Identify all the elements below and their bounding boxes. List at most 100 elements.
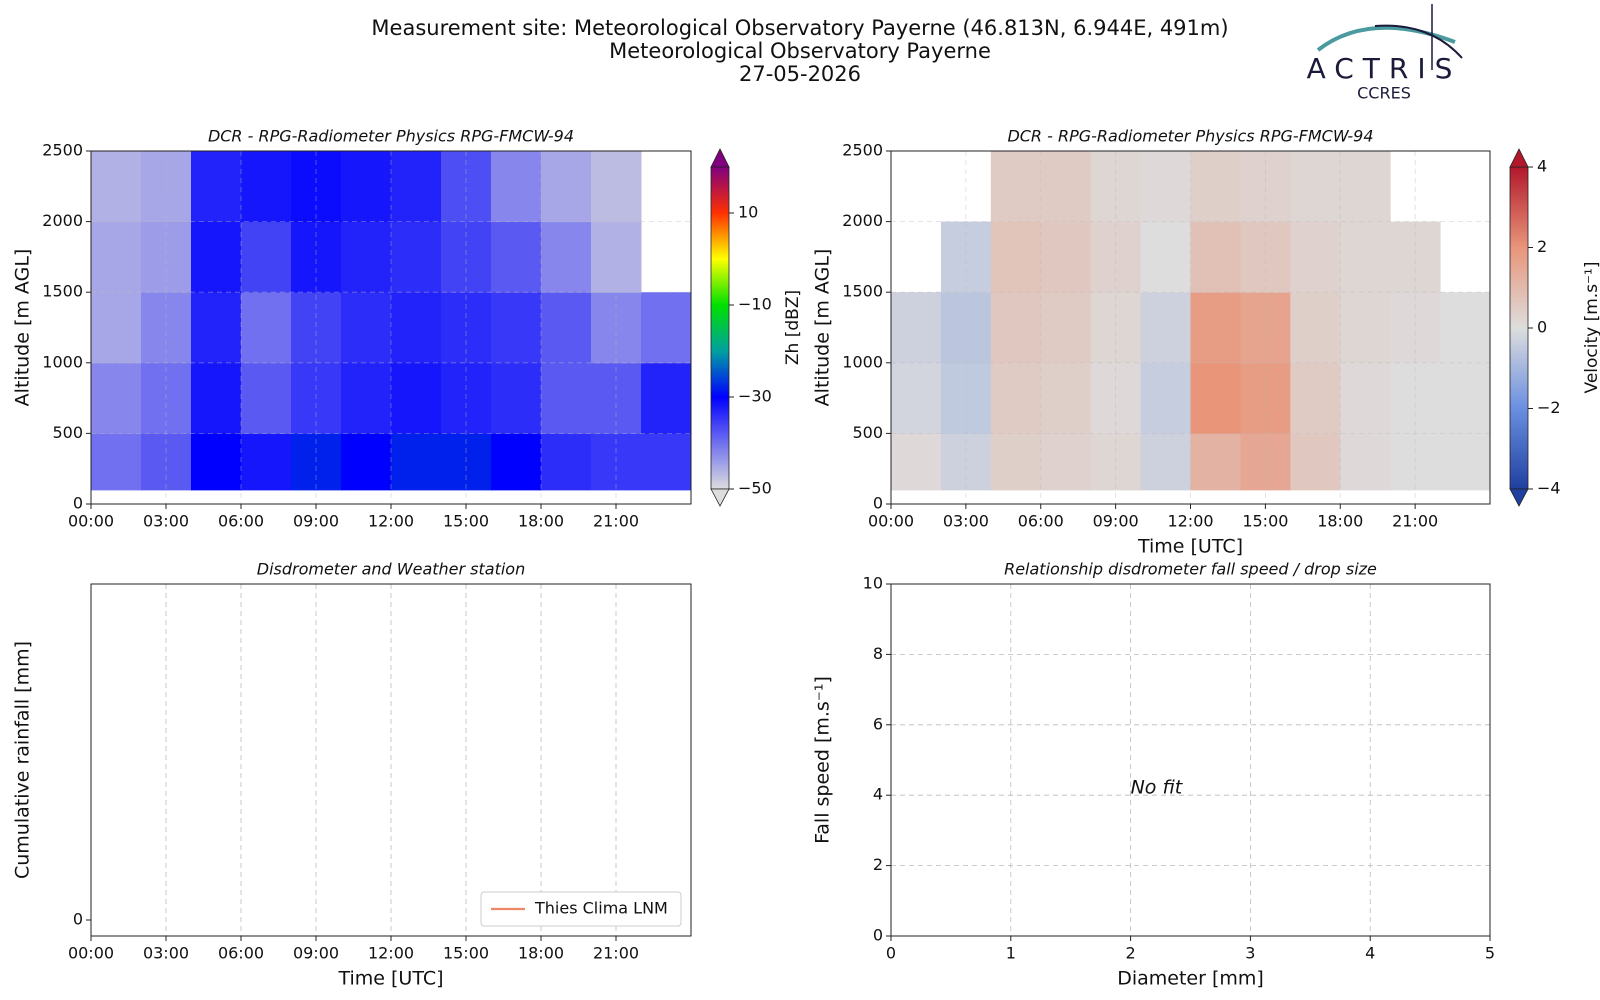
colorbar-extend	[1509, 488, 1529, 507]
colorbar-tick-label: −10	[738, 295, 772, 314]
heatmap-cell	[91, 151, 142, 223]
y-axis-label: Altitude [m AGL]	[12, 249, 34, 407]
heatmap-cell	[491, 221, 542, 293]
heatmap-cell	[491, 151, 542, 223]
heatmap-cell	[1440, 433, 1491, 491]
x-axis-label: Time [UTC]	[1137, 536, 1243, 558]
colorbar	[710, 166, 730, 490]
header-title: Measurement site: Meteorological Observa…	[371, 16, 1228, 40]
x-tick-label: 06:00	[218, 512, 264, 531]
y-tick-label: 0	[73, 494, 83, 513]
x-tick-label: 03:00	[143, 512, 189, 531]
x-tick-label: 2	[1126, 944, 1136, 963]
heatmap-cell	[1340, 362, 1391, 434]
legend	[480, 891, 682, 927]
heatmap-cell	[1290, 292, 1341, 364]
y-tick-label: 2000	[42, 211, 83, 230]
heatmap-cell	[191, 221, 242, 293]
colorbar-tick-label: −4	[1537, 479, 1561, 498]
heatmap-cell	[1190, 151, 1241, 223]
x-tick-label: 12:00	[1167, 512, 1213, 531]
heatmap-cell	[241, 292, 292, 364]
y-tick-label: 0	[73, 910, 83, 929]
heatmap-cell	[990, 292, 1042, 364]
heatmap-cell	[891, 362, 942, 434]
x-tick-label: 18:00	[518, 512, 564, 531]
heatmap-cell	[1040, 151, 1092, 223]
y-tick-label: 6	[873, 714, 883, 733]
heatmap-cell	[1290, 433, 1341, 491]
heatmap-cell	[1040, 221, 1092, 293]
colorbar-tick-label: 4	[1537, 157, 1547, 176]
y-tick-label: 2500	[842, 141, 883, 160]
heatmap-cell	[491, 292, 542, 364]
heatmap-cell	[1040, 362, 1092, 434]
x-tick-label: 21:00	[1392, 512, 1438, 531]
heatmap-cell	[1340, 433, 1391, 491]
y-axis-label: Altitude [m AGL]	[812, 249, 834, 407]
heatmap-cell	[341, 362, 392, 434]
header-title: Meteorological Observatory Payerne	[609, 39, 991, 63]
heatmap-cell	[391, 362, 442, 434]
annotation: No fit	[1131, 777, 1184, 799]
panel-title: DCR - RPG-Radiometer Physics RPG-FMCW-94	[1007, 127, 1373, 146]
y-tick-label: 2000	[842, 211, 883, 230]
heatmap-cell	[391, 433, 442, 491]
y-tick-label: 1000	[42, 352, 83, 371]
x-tick-label: 1	[1006, 944, 1016, 963]
heatmap-cell	[1140, 221, 1191, 293]
colorbar-tick-label: 0	[1537, 318, 1547, 337]
x-tick-label: 12:00	[368, 944, 414, 963]
x-tick-label: 06:00	[218, 944, 264, 963]
x-tick-label: 15:00	[443, 512, 489, 531]
colorbar-extend	[710, 488, 730, 507]
heatmap-cell	[1190, 221, 1241, 293]
x-tick-label: 09:00	[293, 944, 339, 963]
y-tick-label: 500	[852, 423, 883, 442]
heatmap-cell	[91, 221, 142, 293]
heatmap-cell	[1140, 433, 1191, 491]
heatmap-cell	[1190, 362, 1241, 434]
heatmap-cell	[1290, 221, 1341, 293]
x-tick-label: 4	[1365, 944, 1375, 963]
heatmap-cell	[541, 292, 592, 364]
heatmap-cell	[1440, 362, 1491, 434]
colorbar-tick-label: −2	[1537, 398, 1561, 417]
x-tick-label: 09:00	[1093, 512, 1139, 531]
heatmap-cell	[990, 433, 1042, 491]
heatmap-cell	[1340, 292, 1391, 364]
heatmap-cell	[491, 362, 542, 434]
colorbar-extend	[710, 148, 730, 168]
colorbar-tick-label: −30	[738, 387, 772, 406]
heatmap-cell	[241, 362, 292, 434]
heatmap-cell	[541, 221, 592, 293]
heatmap-cell	[241, 433, 292, 491]
heatmap-cell	[541, 433, 592, 491]
y-tick-label: 0	[873, 926, 883, 945]
heatmap-cell	[641, 292, 692, 364]
heatmap-cell	[191, 362, 242, 434]
heatmap-cell	[1340, 151, 1391, 223]
colorbar-label: Zh [dBZ]	[783, 290, 803, 365]
heatmap-cell	[1340, 221, 1391, 293]
logo-text: ACTRIS	[1307, 52, 1462, 85]
x-tick-label: 03:00	[143, 944, 189, 963]
panel-title: Relationship disdrometer fall speed / dr…	[1004, 560, 1377, 579]
x-tick-label: 06:00	[1018, 512, 1064, 531]
frame	[890, 583, 1491, 937]
x-tick-label: 18:00	[518, 944, 564, 963]
x-axis-label: Diameter [mm]	[1117, 968, 1264, 990]
heatmap-cell	[990, 362, 1042, 434]
heatmap-cell	[191, 292, 242, 364]
colorbar-label: Velocity [m.s⁻¹]	[1582, 262, 1600, 394]
heatmap-cell	[241, 221, 292, 293]
x-tick-label: 00:00	[68, 512, 114, 531]
heatmap-cell	[990, 221, 1042, 293]
heatmap-cell	[1040, 433, 1092, 491]
header-title: 27-05-2026	[739, 62, 861, 86]
heatmap-cell	[641, 362, 692, 434]
heatmap-cell	[1440, 292, 1491, 364]
colorbar-extend	[1509, 148, 1529, 168]
colorbar-tick-label: 10	[738, 203, 758, 222]
